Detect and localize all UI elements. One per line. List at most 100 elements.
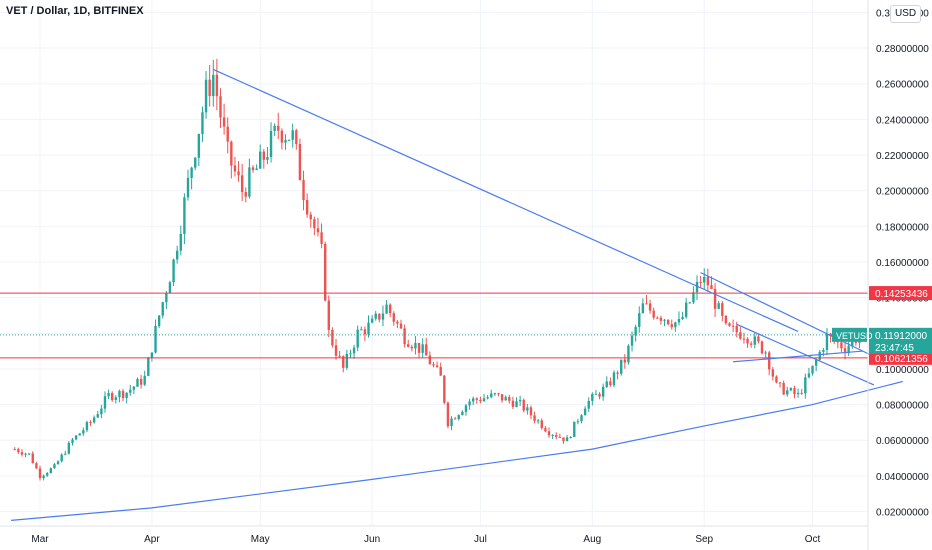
y-tick-label: 0.02000000: [876, 508, 929, 519]
candle-up: [100, 408, 103, 415]
candle-up: [197, 134, 201, 158]
candle-down: [425, 344, 428, 356]
time-axis: Mar Apr May Jun Jul Aug Sep Oct: [31, 534, 820, 545]
candle-up: [573, 421, 576, 437]
candle-up: [789, 388, 793, 391]
candle-down: [558, 436, 562, 438]
candle-down: [793, 388, 796, 395]
candle-up: [381, 313, 385, 320]
candle-up: [374, 313, 377, 319]
candle-down: [666, 319, 670, 325]
candle-down: [396, 321, 399, 324]
y-tick-label: 0.08000000: [876, 401, 929, 412]
candle-up: [504, 397, 507, 401]
candle-up: [194, 157, 197, 168]
candle-down: [533, 415, 536, 421]
candle-up: [53, 464, 56, 469]
candle-down: [713, 288, 717, 309]
horizontal-levels: [0, 292, 868, 359]
candle-up: [612, 372, 616, 386]
candle-down: [616, 372, 619, 374]
candle-up: [493, 393, 497, 395]
level-high-label-bg: [869, 286, 932, 301]
y-tick-label: 0.16000000: [876, 258, 929, 269]
candle-up: [24, 453, 27, 455]
candle-up: [204, 79, 208, 113]
candle-up: [551, 435, 554, 437]
candle-down: [562, 437, 565, 442]
candle-down: [13, 449, 16, 451]
candle-up: [814, 359, 818, 366]
candle-down: [327, 300, 330, 330]
candle-down: [609, 381, 612, 386]
last-price-label: 0.11912000: [875, 331, 928, 342]
candle-up: [804, 377, 807, 394]
candle-down: [251, 167, 255, 170]
candle-up: [605, 381, 608, 387]
candle-up: [85, 422, 89, 431]
candle-down: [746, 338, 749, 344]
candle-up: [67, 442, 71, 454]
candle-down: [20, 452, 24, 455]
candle-up: [457, 415, 460, 420]
candle-up: [847, 345, 850, 354]
candle-down: [652, 310, 655, 318]
candle-down: [648, 303, 652, 311]
candle-down: [331, 329, 334, 346]
trendline: [736, 323, 875, 386]
x-tick-label: Oct: [805, 534, 821, 545]
candle-up: [468, 401, 471, 406]
candle-up: [695, 281, 699, 293]
candle-down: [757, 336, 760, 342]
candle-down: [280, 130, 284, 143]
candle-up: [161, 302, 164, 316]
candle-down: [475, 398, 479, 400]
candle-up: [103, 396, 107, 409]
candle-up: [583, 408, 587, 416]
y-tick-label: 0.04000000: [876, 472, 929, 483]
candle-up: [634, 326, 637, 336]
candle-up: [136, 378, 139, 387]
candle-down: [399, 323, 403, 329]
candle-up: [486, 397, 489, 399]
candle-up: [352, 347, 356, 354]
candle-up: [255, 168, 258, 170]
candle-down: [240, 175, 244, 193]
symbol-label-bg: [832, 327, 867, 342]
candle-up: [118, 390, 121, 398]
candle-up: [78, 433, 81, 436]
candle-down: [710, 285, 713, 289]
candle-up: [569, 436, 572, 438]
candle-up: [692, 292, 695, 303]
candle-up: [269, 130, 273, 158]
currency-badge[interactable]: USD: [890, 5, 922, 23]
candle-down: [320, 232, 323, 244]
candle-down: [305, 199, 309, 215]
candle-up: [851, 339, 854, 346]
candle-down: [388, 304, 392, 314]
candle-down: [226, 126, 229, 142]
candle-up: [587, 400, 590, 409]
candle-up: [663, 319, 666, 321]
candle-down: [262, 151, 266, 160]
x-tick-label: Apr: [144, 534, 160, 545]
candle-up: [266, 157, 269, 160]
candle-down: [511, 400, 515, 407]
candle-down: [219, 96, 222, 118]
countdown-label: 23:47:45: [875, 343, 914, 354]
candle-up: [49, 468, 53, 474]
candle-up: [461, 411, 464, 416]
candle-down: [749, 343, 753, 345]
candle-up: [580, 415, 583, 422]
candle-down: [645, 303, 648, 305]
candle-up: [594, 393, 598, 395]
candle-down: [334, 345, 338, 356]
candle-down: [775, 376, 778, 383]
candle-up: [212, 74, 215, 97]
candle-up: [248, 167, 251, 197]
candle-up: [287, 139, 291, 141]
candle-up: [753, 336, 756, 345]
candle-up: [284, 139, 287, 143]
candle-up: [56, 461, 60, 465]
